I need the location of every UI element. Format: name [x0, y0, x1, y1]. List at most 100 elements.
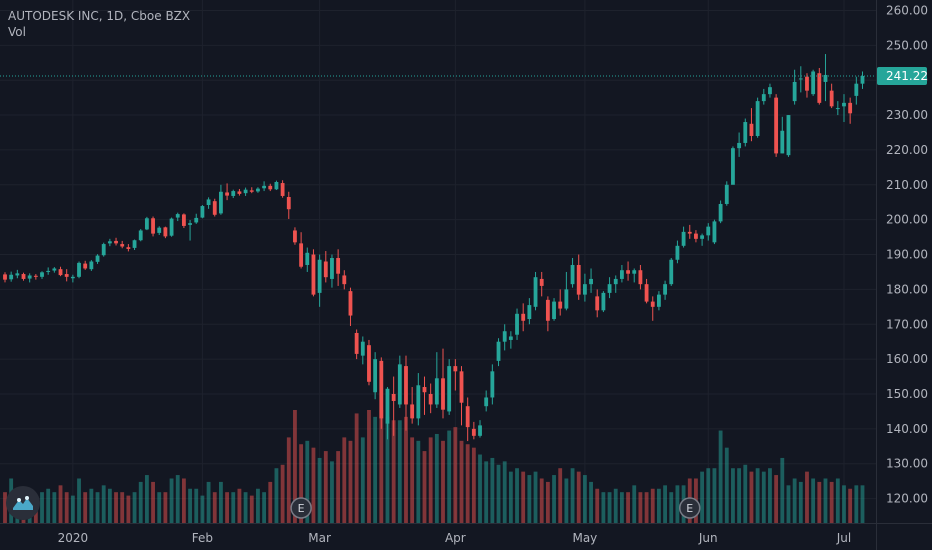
candle-body	[391, 393, 396, 401]
candle-body	[305, 252, 310, 265]
candle-body	[447, 366, 452, 412]
volume-bar	[354, 413, 359, 523]
volume-bar	[829, 481, 834, 523]
volume-bar	[552, 475, 556, 523]
candle-body	[465, 406, 470, 428]
candle-body	[101, 244, 106, 256]
tradingview-logo-icon[interactable]	[6, 486, 40, 520]
candle-body	[40, 272, 44, 277]
volume-bar	[724, 447, 729, 523]
volume-bar	[533, 471, 538, 523]
volume-bar	[657, 488, 661, 523]
candle-body	[842, 102, 846, 107]
candle-body	[786, 115, 791, 156]
volume-bar	[774, 475, 779, 523]
volume-bar	[52, 492, 57, 523]
volume-bar	[212, 492, 217, 523]
volume-bar	[206, 481, 211, 523]
time-axis[interactable]: 2020 Feb Mar Apr May Jun Jul	[58, 531, 852, 545]
volume-bar	[675, 485, 680, 523]
candle-body	[644, 284, 649, 302]
volume-bar	[811, 478, 816, 523]
candle-body	[225, 192, 229, 196]
volume-bar	[564, 478, 569, 523]
volume-bar	[200, 495, 205, 523]
volume-bar	[391, 420, 396, 523]
candle-body	[761, 94, 766, 102]
candle-body	[768, 87, 772, 95]
volume-bar	[595, 488, 600, 523]
volume-bar	[373, 416, 378, 523]
candle-body	[539, 278, 544, 286]
volume-bar	[508, 471, 513, 523]
volume-bar	[632, 485, 637, 523]
volume-bar	[539, 478, 544, 523]
candle-body	[724, 184, 729, 204]
volume-bar	[95, 492, 100, 523]
volume-bar	[262, 492, 267, 523]
candle-body	[317, 259, 322, 293]
volume-bar	[737, 468, 742, 523]
candle-body	[601, 292, 606, 311]
candle-body	[589, 278, 593, 285]
candle-body	[700, 235, 705, 239]
volume-bar	[77, 478, 81, 523]
volume-bar	[854, 485, 859, 523]
candle-body	[89, 261, 94, 270]
price-axis[interactable]: 260.00250.00240.00230.00220.00210.00200.…	[886, 3, 928, 505]
candle-body	[657, 294, 661, 307]
candle-body	[860, 76, 865, 84]
candle-body	[188, 223, 192, 225]
volume-bar	[453, 427, 458, 523]
volume-bar	[558, 468, 563, 523]
volume-bars	[3, 410, 865, 523]
symbol-title: AUTODESK INC, 1D, Cboe BZX	[8, 9, 191, 23]
candle-body	[336, 258, 341, 274]
volume-bar	[823, 478, 828, 523]
price-tick-label: 120.00	[886, 492, 928, 506]
time-tick-label: May	[572, 531, 597, 545]
volume-bar	[286, 437, 291, 523]
candle-body	[311, 254, 316, 295]
volume-bar	[83, 492, 88, 523]
earnings-marker-icon[interactable]	[290, 497, 312, 519]
candle-body	[70, 276, 75, 279]
candle-body	[823, 74, 828, 82]
volume-bar	[231, 492, 236, 523]
candle-body	[21, 274, 26, 279]
volume-bar	[422, 451, 427, 523]
earnings-marker-icon[interactable]	[679, 497, 701, 519]
time-tick-label: Jun	[698, 531, 718, 545]
candle-body	[64, 274, 69, 277]
volume-bar	[768, 468, 772, 523]
candle-body	[459, 371, 464, 403]
candle-body	[83, 263, 88, 269]
volume-bar	[410, 437, 415, 523]
candle-body	[293, 230, 297, 243]
last-price-tag	[877, 66, 927, 85]
candle-body	[422, 387, 427, 393]
candle-body	[774, 97, 779, 154]
candle-body	[354, 332, 359, 354]
volume-bar	[835, 478, 840, 523]
volume-bar	[743, 464, 748, 523]
time-tick-label: Jul	[836, 531, 851, 545]
price-tick-label: 230.00	[886, 108, 928, 122]
candle-body	[558, 301, 563, 309]
candle-body	[521, 313, 526, 321]
volume-bar	[219, 481, 223, 523]
price-tick-label: 260.00	[886, 3, 928, 17]
candle-body	[453, 366, 458, 372]
candle-body	[582, 284, 587, 295]
candle-body	[650, 301, 655, 307]
volume-bar	[761, 471, 766, 523]
candle-body	[681, 231, 686, 246]
price-tick-label: 130.00	[886, 457, 928, 471]
volume-bar	[749, 471, 754, 523]
volume-bar	[89, 488, 94, 523]
volume-bar	[169, 478, 174, 523]
volume-bar	[650, 488, 655, 523]
candle-body	[817, 73, 822, 103]
